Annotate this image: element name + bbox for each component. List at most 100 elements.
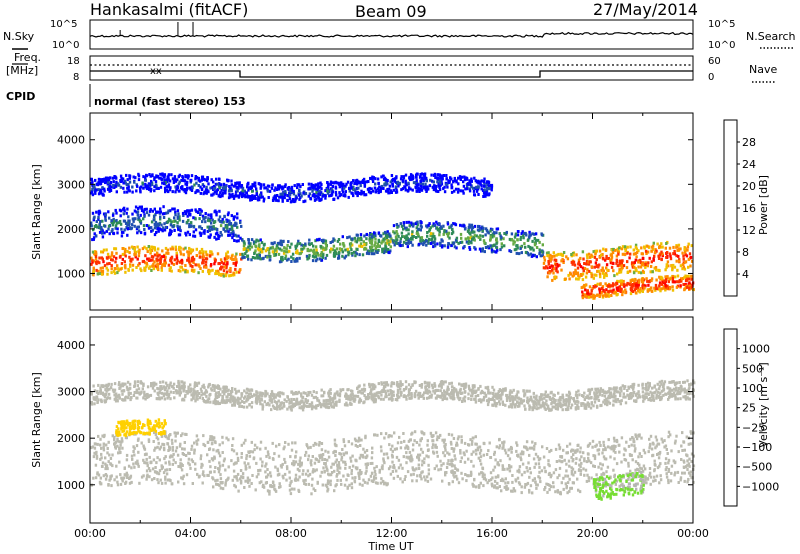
scatter-cell bbox=[145, 174, 149, 178]
scatter-cell bbox=[281, 462, 284, 466]
scatter-cell bbox=[286, 194, 289, 197]
scatter-cell bbox=[538, 240, 541, 244]
scatter-cell bbox=[376, 242, 380, 246]
scatter-cell bbox=[156, 262, 160, 266]
scatter-cell bbox=[519, 247, 522, 250]
scatter-cell bbox=[393, 243, 396, 247]
scatter-cell bbox=[687, 277, 691, 281]
scatter-cell bbox=[114, 247, 118, 251]
scatter-cell bbox=[664, 246, 667, 250]
scatter-cell bbox=[269, 471, 272, 475]
scatter-cell bbox=[329, 182, 332, 186]
scatter-cell bbox=[382, 251, 386, 255]
scatter-cell bbox=[457, 176, 460, 180]
scatter-cell bbox=[157, 472, 161, 476]
scatter-cell bbox=[310, 483, 314, 487]
scatter-cell bbox=[178, 215, 181, 219]
scatter-cell bbox=[113, 435, 116, 439]
scatter-cell bbox=[90, 190, 94, 193]
scatter-cell bbox=[477, 235, 480, 239]
scatter-cell bbox=[333, 254, 336, 258]
scatter-cell bbox=[672, 280, 675, 284]
scatter-cell bbox=[424, 187, 427, 191]
scatter-cell bbox=[397, 234, 400, 238]
scatter-cell bbox=[401, 480, 404, 484]
scatter-cell bbox=[386, 182, 389, 186]
scatter-cell bbox=[606, 294, 609, 298]
scatter-cell bbox=[666, 275, 669, 279]
scatter-cell bbox=[202, 217, 205, 221]
scatter-cell bbox=[444, 446, 447, 450]
scatter-cell bbox=[138, 219, 142, 223]
scatter-cell bbox=[254, 197, 257, 200]
scatter-cell bbox=[164, 477, 167, 481]
scatter-cell bbox=[155, 461, 158, 465]
scatter-cell bbox=[528, 475, 531, 479]
scatter-cell bbox=[678, 258, 681, 262]
scatter-cell bbox=[261, 460, 264, 464]
scatter-cell bbox=[121, 179, 124, 183]
scatter-cell bbox=[472, 464, 475, 468]
scatter-cell bbox=[576, 266, 580, 270]
scatter-cell bbox=[321, 239, 325, 243]
scatter-cell bbox=[128, 180, 132, 184]
scatter-cell bbox=[488, 441, 491, 445]
scatter-cell bbox=[270, 186, 274, 190]
scatter-cell bbox=[592, 454, 595, 458]
scatter-cell bbox=[177, 269, 180, 273]
scatter-cell bbox=[405, 220, 408, 224]
scatter-cell bbox=[493, 243, 496, 247]
scatter-cell bbox=[180, 178, 183, 182]
scatter-cell bbox=[293, 487, 296, 491]
scatter-cell bbox=[217, 451, 221, 455]
scatter-cell bbox=[513, 489, 517, 493]
scatter-cell bbox=[369, 241, 372, 244]
scatter-cell bbox=[92, 237, 95, 241]
scatter-cell bbox=[110, 271, 113, 275]
scatter-cell bbox=[140, 475, 144, 479]
scatter-cell bbox=[181, 211, 185, 215]
scatter-cell bbox=[429, 232, 433, 236]
scatter-cell bbox=[287, 257, 290, 261]
scatter-cell bbox=[143, 228, 146, 231]
scatter-cell bbox=[108, 478, 111, 482]
scatter-cell bbox=[162, 205, 165, 209]
scatter-cell bbox=[394, 185, 398, 189]
scatter-cell bbox=[335, 474, 338, 478]
scatter-cell bbox=[477, 224, 480, 228]
scatter-cell bbox=[182, 453, 185, 456]
scatter-cell bbox=[443, 244, 446, 248]
scatter-cell bbox=[546, 266, 549, 270]
scatter-cell bbox=[286, 250, 289, 254]
scatter-cell bbox=[210, 227, 214, 231]
scatter-cell bbox=[615, 462, 619, 466]
scatter-cell bbox=[231, 194, 235, 198]
freq-tick-low: 8 bbox=[73, 72, 79, 83]
scatter-cell bbox=[352, 185, 355, 189]
scatter-cell bbox=[340, 248, 344, 252]
scatter-cell bbox=[311, 194, 314, 198]
scatter-cell bbox=[183, 441, 186, 444]
scatter-cell bbox=[256, 446, 259, 450]
scatter-cell bbox=[616, 288, 619, 292]
scatter-cell bbox=[634, 277, 637, 281]
scatter-cell bbox=[546, 275, 549, 279]
scatter-cell bbox=[622, 283, 626, 287]
scatter-cell bbox=[605, 288, 608, 292]
scatter-cell bbox=[317, 186, 320, 190]
scatter-cell bbox=[382, 237, 385, 241]
scatter-cell bbox=[607, 445, 610, 449]
scatter-cell bbox=[528, 245, 532, 249]
scatter-cell bbox=[337, 238, 341, 241]
scatter-cell bbox=[229, 186, 232, 190]
scatter-cell bbox=[581, 272, 585, 276]
scatter-cell bbox=[381, 174, 385, 178]
scatter-cell bbox=[586, 268, 589, 272]
scatter-cell bbox=[226, 262, 229, 266]
scatter-cell bbox=[410, 174, 414, 178]
scatter-cell bbox=[289, 481, 292, 485]
scatter-cell bbox=[248, 478, 251, 482]
scatter-cell bbox=[186, 258, 189, 262]
scatter-cell bbox=[91, 260, 94, 264]
scatter-cell bbox=[425, 243, 428, 247]
